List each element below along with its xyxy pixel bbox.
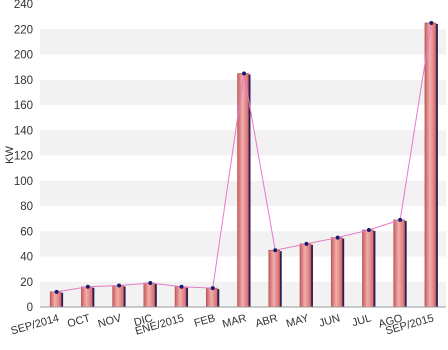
data-point: [210, 286, 215, 291]
bar-body: [174, 286, 187, 308]
bar: [143, 282, 157, 308]
y-tick-label: 40: [20, 252, 33, 264]
y-tick-label: 180: [14, 75, 33, 87]
bar-body: [393, 219, 405, 308]
bar: [393, 219, 407, 308]
bar-body: [424, 22, 437, 308]
bar: [424, 22, 438, 308]
bar: [112, 285, 126, 308]
bar: [237, 73, 251, 308]
x-tick-label: JUL: [351, 312, 373, 329]
bar: [81, 286, 95, 308]
y-tick-label: 120: [14, 151, 33, 163]
y-tick-label: 160: [14, 100, 33, 112]
bar-body: [362, 229, 374, 308]
data-point: [117, 283, 122, 288]
y-tick-label: 0: [27, 302, 33, 314]
bar: [174, 286, 189, 308]
y-tick-label: 240: [14, 0, 33, 11]
bar-body: [206, 287, 218, 308]
x-tick-label: FEB: [193, 312, 217, 329]
bar-body: [81, 286, 93, 308]
x-tick-label: DIC: [133, 312, 155, 329]
data-point: [273, 248, 278, 253]
data-point: [366, 227, 371, 232]
y-tick-label: 20: [20, 277, 33, 289]
y-tick-label: 100: [14, 176, 33, 188]
data-point: [179, 284, 184, 289]
y-axis-label: KW: [4, 146, 16, 164]
y-tick-label: 200: [14, 50, 33, 62]
y-tick-label: 80: [20, 201, 33, 213]
bar: [49, 291, 64, 308]
bar-body: [330, 237, 343, 308]
data-point: [148, 281, 153, 286]
data-point: [54, 289, 59, 294]
bar-body: [299, 243, 312, 308]
data-point: [85, 284, 90, 289]
bar-body: [268, 249, 280, 308]
x-tick-label: MAR: [221, 312, 248, 330]
bar-body: [49, 291, 62, 308]
bar-body: [112, 285, 124, 308]
bar-body: [143, 282, 156, 308]
y-axis: 0 20 40 60 80 100 120 140 160 180 200 220 240: [14, 0, 33, 314]
bar: [268, 249, 282, 308]
x-tick-label: JUN: [318, 312, 342, 329]
data-point: [398, 217, 403, 222]
bar: [299, 243, 313, 308]
data-point: [242, 71, 246, 76]
data-point: [429, 20, 434, 25]
grid-band: [40, 29, 446, 55]
bar: [206, 287, 220, 308]
trend-line: [54, 20, 434, 294]
bars: [49, 22, 438, 308]
y-tick-label: 60: [20, 226, 33, 238]
x-tick-label: MAY: [285, 312, 311, 330]
x-tick-label: SEP/2014: [10, 312, 61, 337]
x-tick-label: ABR: [254, 312, 279, 330]
data-point: [335, 235, 340, 240]
x-tick-label: OCT: [66, 312, 92, 330]
x-tick-label: NOV: [97, 312, 124, 330]
bar: [362, 229, 376, 308]
data-point: [304, 241, 309, 246]
y-tick-label: 220: [14, 24, 33, 36]
y-tick-label: 140: [14, 125, 33, 137]
bar: [330, 237, 345, 308]
